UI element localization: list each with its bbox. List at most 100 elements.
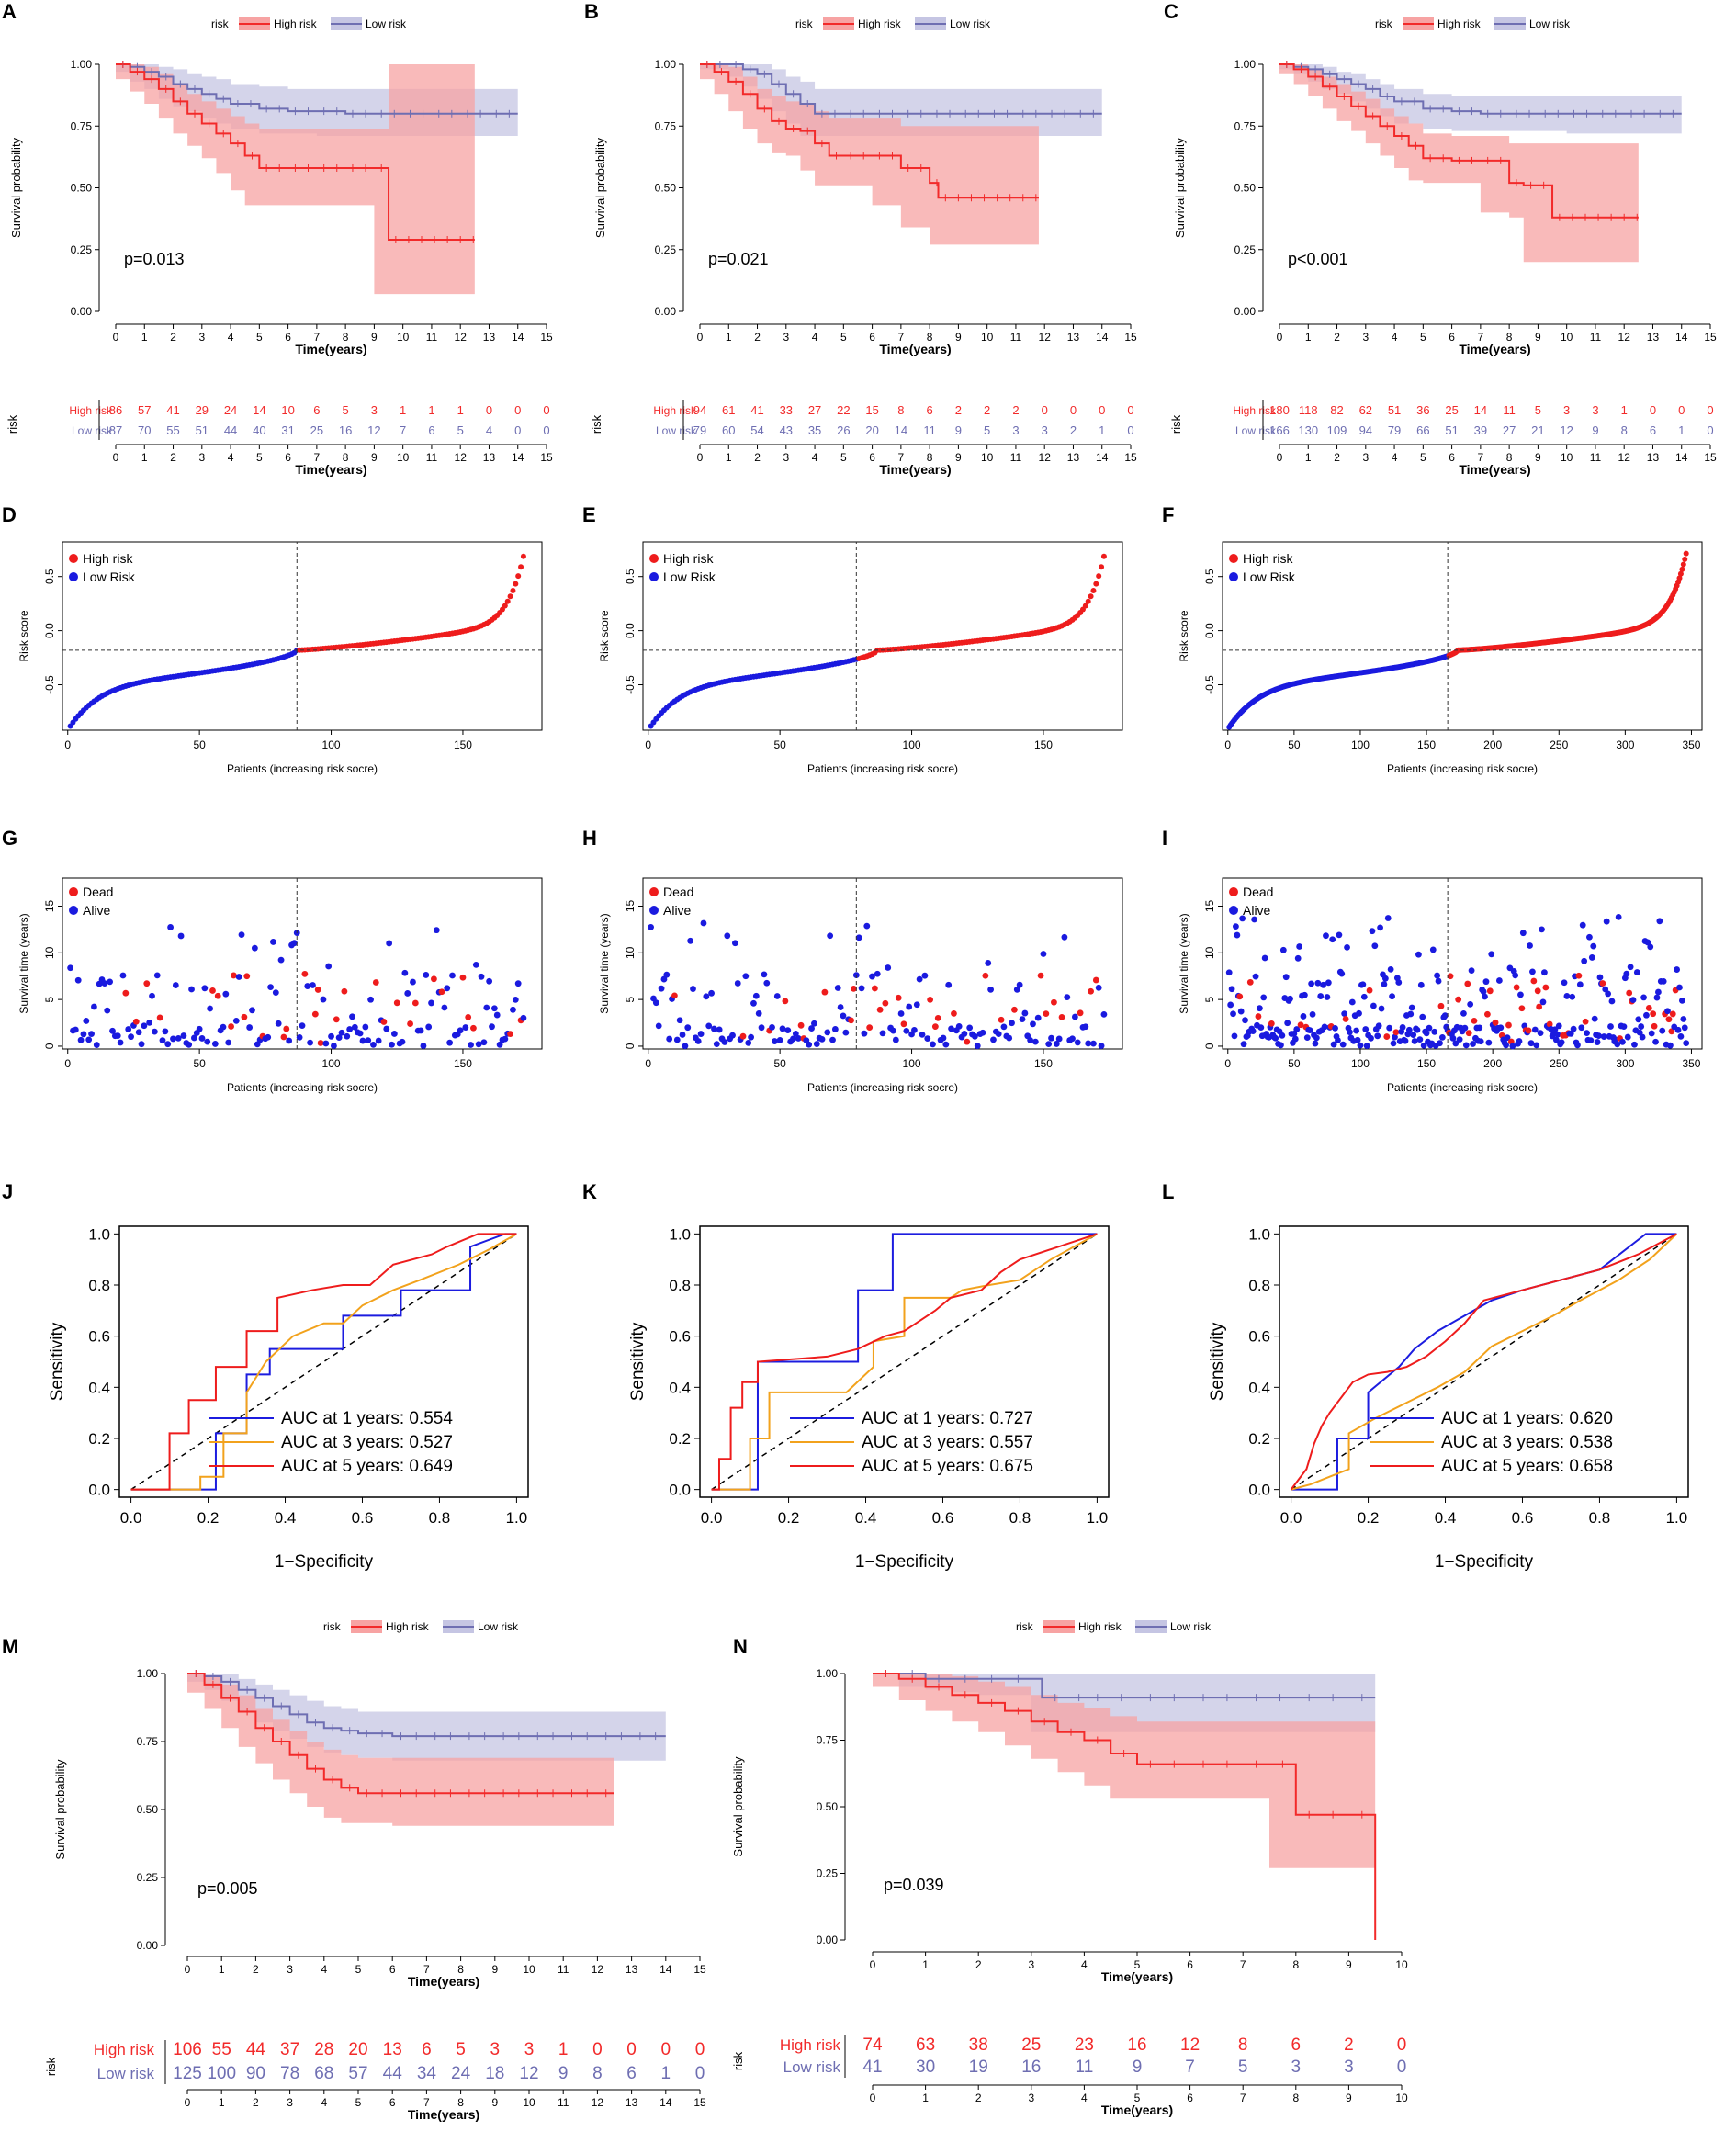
- risk-count: 87: [109, 423, 122, 437]
- x-tick-label: 3: [1362, 331, 1369, 344]
- risk-count: 36: [1416, 403, 1429, 417]
- risk-x-tick-label: 4: [1081, 2092, 1088, 2104]
- risk-x-tick-label: 11: [1010, 451, 1022, 464]
- risk-count: 35: [808, 423, 821, 437]
- x-tick-label: 13: [483, 331, 496, 344]
- point-alive: [1551, 1026, 1559, 1033]
- risk-x-tick-label: 10: [397, 451, 410, 464]
- point-dead: [431, 975, 437, 983]
- point-dead: [851, 985, 857, 992]
- risk-count: 5: [456, 2040, 466, 2059]
- risk-table-label: risk: [44, 2057, 58, 2076]
- point-alive: [948, 1025, 954, 1032]
- risk-x-tick-label: 14: [512, 451, 524, 464]
- point-alive: [721, 1039, 728, 1045]
- point-alive: [286, 1037, 293, 1044]
- x-tick-label: 150: [1417, 1057, 1436, 1070]
- point-alive: [1225, 969, 1233, 976]
- point-alive: [834, 985, 841, 991]
- x-tick-label: 150: [1417, 739, 1436, 751]
- point-alive: [818, 1035, 826, 1043]
- point-alive: [349, 1013, 355, 1020]
- point-dead: [876, 1006, 884, 1013]
- risk-count: 9: [1592, 423, 1598, 437]
- x-tick-label: 11: [1590, 331, 1602, 344]
- point-alive: [1468, 967, 1475, 975]
- x-tick-label: 0: [870, 1958, 876, 1971]
- panel-letter-f: F: [1162, 503, 1174, 526]
- point-dead: [1546, 1020, 1553, 1028]
- risk-count: 8: [592, 2064, 603, 2083]
- point-alive: [690, 986, 696, 992]
- plot-frame: [62, 541, 543, 731]
- point-alive: [172, 982, 179, 988]
- x-tick-label: 3: [287, 1963, 293, 1976]
- point-alive: [1228, 986, 1235, 993]
- risk-x-tick-label: 15: [1704, 451, 1717, 464]
- y-tick-label: 0.25: [71, 243, 93, 256]
- risk-x-tick-label: 5: [840, 451, 847, 464]
- point-alive: [1680, 1016, 1687, 1022]
- point-alive: [167, 924, 174, 930]
- risk-count: 5: [1535, 403, 1541, 417]
- x-axis-title: Patients (increasing risk socre): [1387, 1081, 1538, 1094]
- point-alive: [85, 1036, 93, 1043]
- point-alive: [389, 1041, 395, 1048]
- risk-count: 41: [166, 403, 179, 417]
- y-tick-label: 0.75: [71, 119, 93, 132]
- panel-letter-k: K: [582, 1180, 597, 1203]
- point-dead: [895, 994, 902, 1001]
- point-alive: [93, 1042, 100, 1048]
- point-alive: [1588, 954, 1595, 961]
- point-alive: [1624, 1033, 1631, 1041]
- point-alive: [930, 1041, 936, 1048]
- point-alive: [703, 993, 710, 1000]
- point-alive: [362, 1023, 369, 1031]
- risk-count: 6: [428, 423, 434, 437]
- point-alive: [1435, 977, 1442, 985]
- point-alive: [80, 1031, 87, 1038]
- point-alive: [811, 1020, 817, 1027]
- point-dead: [507, 1031, 513, 1038]
- risk-count: 6: [927, 403, 933, 417]
- risk-x-tick-label: 12: [1618, 451, 1631, 464]
- point-alive: [1006, 1034, 1013, 1042]
- point-alive: [1031, 1038, 1039, 1045]
- y-tick-label: 0.50: [655, 182, 677, 195]
- point-alive: [1497, 1024, 1505, 1032]
- point-alive: [1323, 932, 1329, 940]
- point-alive: [457, 1027, 464, 1034]
- point-alive: [1460, 1009, 1467, 1017]
- point-alive: [1470, 1041, 1476, 1047]
- roc-curve-5-year: [711, 1233, 1098, 1491]
- risk-table-row-low: Low risk: [97, 2065, 155, 2082]
- point-alive: [125, 1026, 132, 1032]
- point-alive: [748, 1033, 754, 1041]
- point-dead: [333, 1016, 340, 1023]
- p-value: p=0.021: [708, 250, 769, 268]
- y-tick-label: 0.75: [655, 119, 677, 132]
- risk-count: 51: [1388, 403, 1401, 417]
- point-alive: [222, 990, 230, 998]
- point-alive: [1344, 943, 1350, 951]
- point-alive: [386, 940, 393, 947]
- point-alive: [1034, 1014, 1042, 1021]
- point-alive: [299, 1022, 306, 1030]
- point-dead: [1255, 1013, 1262, 1020]
- y-tick-label: 0.00: [655, 305, 677, 318]
- point-alive: [1387, 965, 1394, 973]
- point-alive: [919, 1032, 926, 1038]
- legend-auc: AUC at 5 years: 0.675: [862, 1457, 1033, 1476]
- x-tick-label: 100: [1351, 739, 1370, 751]
- risk-count: 51: [196, 423, 209, 437]
- point-alive: [1590, 942, 1597, 950]
- x-tick-label: 7: [314, 331, 321, 344]
- point-alive: [107, 978, 114, 986]
- risk-x-tick-label: 10: [1395, 2092, 1408, 2104]
- p-value: p=0.013: [124, 250, 185, 268]
- roc-curve-3-year: [711, 1233, 1098, 1491]
- point-dead: [671, 992, 678, 999]
- point-alive: [942, 1041, 950, 1048]
- point-alive: [1341, 1010, 1348, 1018]
